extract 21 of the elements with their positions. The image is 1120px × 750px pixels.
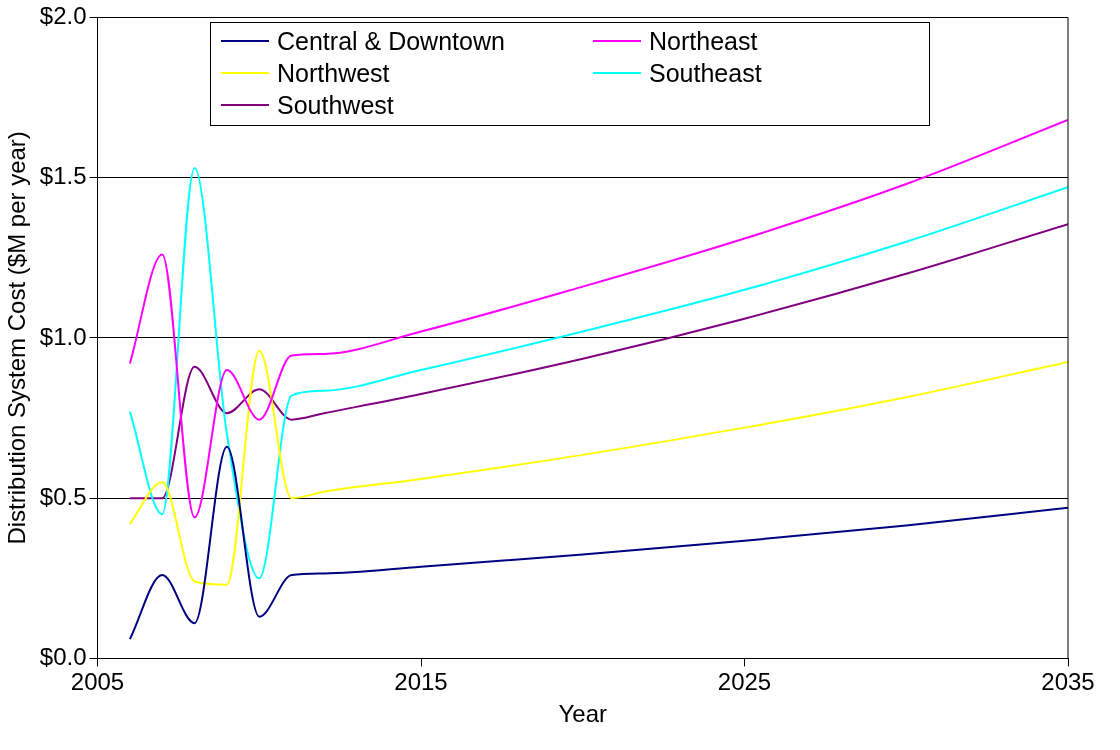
x-tick-label: 2005 [70, 668, 125, 696]
x-tick-label: 2015 [394, 668, 448, 696]
x-axis-title: Year [558, 700, 608, 728]
line-series [128, 349, 1068, 586]
line-series [128, 223, 1068, 500]
line-series [128, 118, 1068, 519]
legend-label: Central & Downtown [277, 26, 505, 56]
legend-label: Northeast [649, 26, 758, 56]
x-tick-label: 2035 [1041, 668, 1095, 696]
x-tick-label: 2025 [717, 668, 772, 696]
legend-label: Southwest [277, 90, 394, 120]
y-tick-label: $0.0 [39, 643, 87, 671]
y-tick-label: $1.0 [39, 322, 87, 350]
y-tick-label: $0.5 [39, 482, 87, 510]
y-tick-label: $2.0 [39, 2, 87, 30]
legend-label: Northwest [277, 58, 390, 88]
line-series [128, 167, 1068, 580]
legend-label: Southeast [649, 58, 762, 88]
line-series [128, 445, 1068, 641]
y-axis-title: Distribution System Cost ($M per year) [3, 131, 31, 545]
y-tick-label: $1.5 [39, 162, 87, 190]
